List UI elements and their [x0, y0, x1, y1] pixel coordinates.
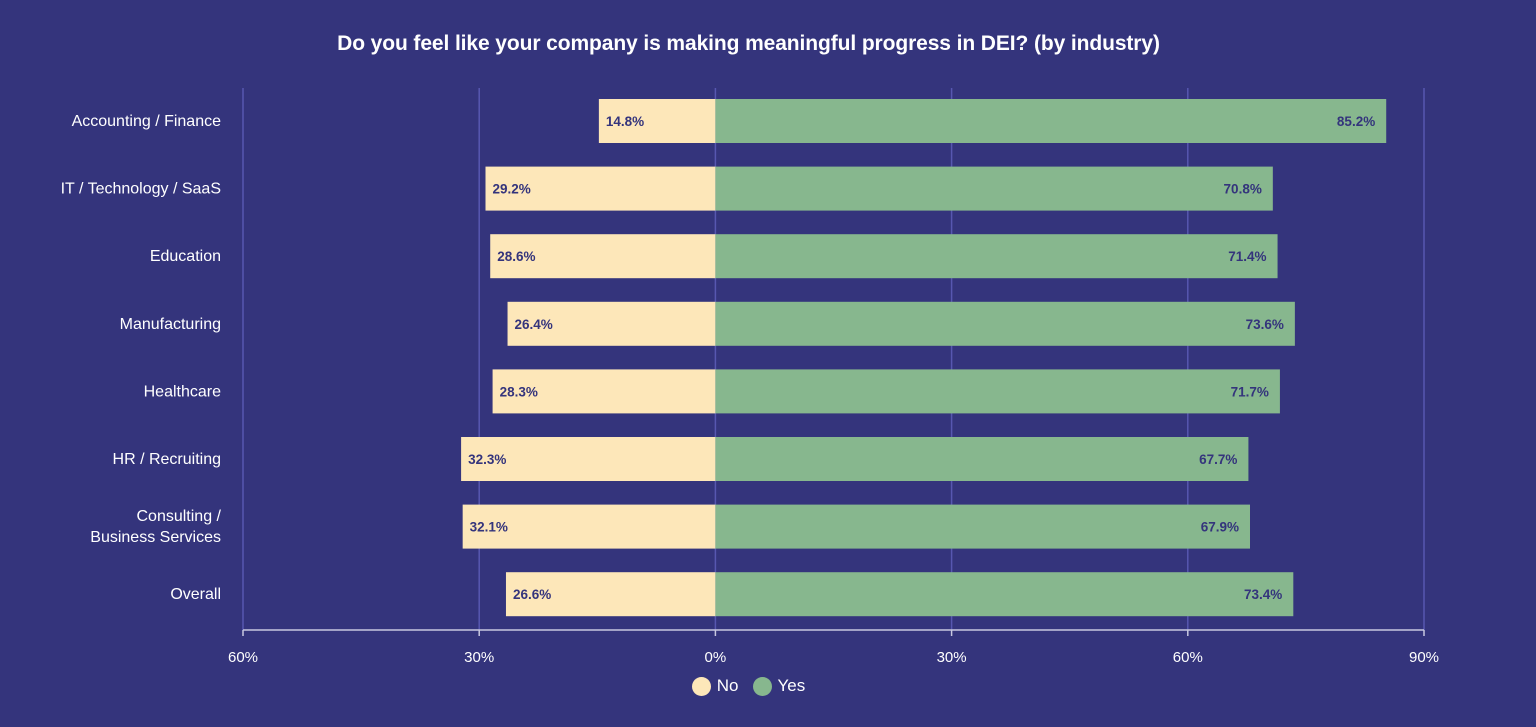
data-label-no: 14.8%: [606, 114, 644, 129]
data-label-no: 29.2%: [492, 182, 530, 197]
legend-item-yes[interactable]: Yes: [752, 676, 806, 696]
data-label-yes: 85.2%: [1337, 114, 1375, 129]
data-label-no: 26.4%: [515, 317, 553, 332]
legend-label-no: No: [716, 676, 739, 695]
x-tick-label: 0%: [705, 649, 727, 666]
bar-yes[interactable]: [715, 437, 1249, 481]
data-label-no: 32.1%: [470, 520, 508, 535]
data-label-yes: 67.7%: [1199, 452, 1237, 467]
bar-yes[interactable]: [715, 504, 1250, 549]
bar-no[interactable]: [492, 369, 716, 414]
data-label-yes: 70.8%: [1224, 182, 1262, 197]
category-label: Overall: [170, 586, 221, 603]
data-label-yes: 71.4%: [1228, 249, 1266, 264]
legend: No Yes: [0, 676, 1497, 696]
category-label: Manufacturing: [120, 316, 221, 333]
bar-yes[interactable]: [715, 234, 1278, 279]
bar-no[interactable]: [505, 572, 716, 617]
x-tick-label: 60%: [1173, 649, 1203, 666]
category-label: Accounting / Finance: [72, 113, 222, 130]
x-tick-label: 30%: [937, 649, 967, 666]
bar-yes[interactable]: [715, 99, 1387, 143]
data-label-no: 28.6%: [497, 249, 535, 264]
data-label-no: 26.6%: [513, 587, 551, 602]
category-label: Healthcare: [144, 383, 221, 400]
x-tick-label: 30%: [464, 649, 494, 666]
data-label-yes: 73.4%: [1244, 587, 1282, 602]
bar-yes[interactable]: [715, 166, 1273, 211]
bar-no[interactable]: [598, 99, 716, 143]
bar-yes[interactable]: [715, 301, 1295, 346]
data-label-yes: 71.7%: [1231, 384, 1269, 399]
data-label-no: 28.3%: [500, 384, 538, 399]
category-label: IT / Technology / SaaS: [61, 181, 221, 198]
chart-title: Do you feel like your company is making …: [337, 32, 1160, 55]
bar-no[interactable]: [485, 166, 716, 211]
category-label: Consulting / Business Services: [90, 508, 221, 546]
legend-swatch-yes: [752, 676, 772, 696]
x-tick-label: 90%: [1409, 649, 1439, 666]
x-tick-label: 60%: [228, 649, 258, 666]
data-label-no: 32.3%: [468, 452, 506, 467]
bar-no[interactable]: [461, 437, 716, 481]
bar-yes[interactable]: [715, 572, 1294, 617]
data-label-yes: 67.9%: [1201, 520, 1239, 535]
bar-no[interactable]: [462, 504, 716, 549]
bar-no[interactable]: [490, 234, 716, 279]
legend-item-no[interactable]: No: [691, 676, 739, 696]
legend-label-yes: Yes: [777, 676, 806, 695]
legend-swatch-no: [691, 676, 711, 696]
category-label: HR / Recruiting: [113, 451, 221, 468]
bar-yes[interactable]: [715, 369, 1280, 414]
category-label: Education: [150, 248, 221, 265]
data-label-yes: 73.6%: [1246, 317, 1284, 332]
bar-no[interactable]: [507, 301, 716, 346]
